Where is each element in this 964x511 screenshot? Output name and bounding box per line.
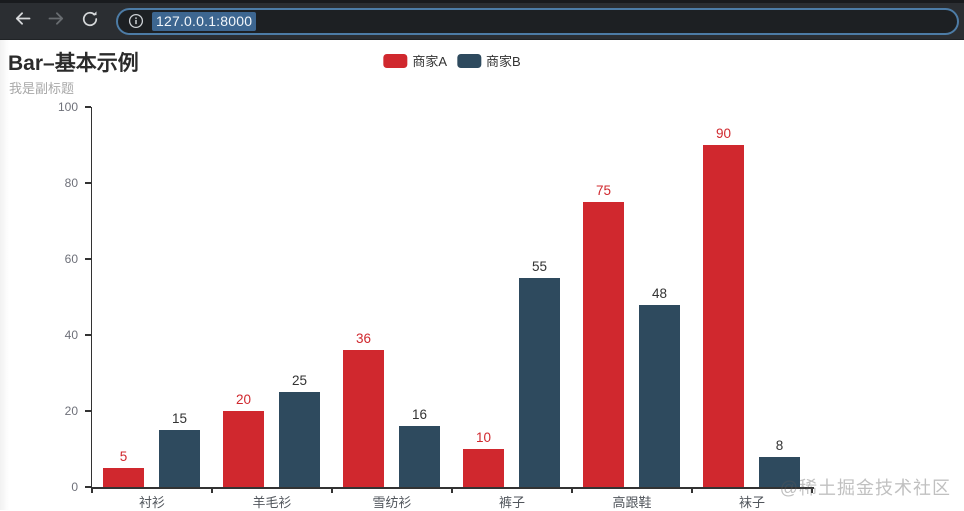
x-axis-tick: [571, 487, 573, 493]
bar-value-label: 90: [715, 126, 732, 141]
y-axis-label: 0: [71, 480, 78, 494]
bar-商家B-雪纺衫: [399, 426, 440, 487]
bar-value-label: 48: [651, 285, 668, 301]
bar-商家A-雪纺衫: [343, 350, 384, 487]
bar-value-label: 75: [595, 183, 612, 198]
reload-button[interactable]: [76, 7, 104, 35]
bar-value-label: 25: [291, 373, 308, 388]
bar-商家A-高跟鞋: [583, 202, 624, 487]
bar-value-label: 5: [119, 449, 128, 464]
y-axis-label: 60: [64, 252, 78, 266]
site-info-icon[interactable]: [128, 13, 144, 29]
bar-商家B-羊毛衫: [279, 392, 320, 487]
x-category-label: 羊毛衫: [252, 495, 292, 510]
page-content: Bar–基本示例 我是副标题 商家A 商家B 0 20 40 60 80 100 衬衫 羊毛衫 雪…: [0, 40, 964, 510]
x-axis-tick: [91, 487, 93, 493]
legend-item-商家B[interactable]: 商家B: [457, 51, 521, 70]
chart-subtitle: 我是副标题: [9, 81, 75, 96]
bar-商家B-衬衫: [159, 430, 200, 487]
x-category-label: 衬衫: [138, 495, 165, 510]
y-axis-tick: [84, 106, 91, 108]
bar-商家B-裤子: [519, 278, 560, 487]
y-axis-label: 20: [64, 404, 78, 418]
legend-swatch-icon: [383, 53, 408, 68]
bar-value-label: 10: [475, 430, 492, 445]
y-axis-tick: [84, 410, 91, 412]
back-button[interactable]: [8, 7, 36, 35]
watermark: @稀土掘金技术社区: [779, 478, 951, 498]
x-category-label: 高跟鞋: [612, 495, 652, 510]
x-category-label: 雪纺衫: [372, 495, 412, 510]
bar-商家A-羊毛衫: [223, 411, 264, 487]
x-axis-line: [92, 487, 814, 489]
reload-icon: [80, 9, 100, 34]
address-bar[interactable]: 127.0.0.1:8000: [116, 7, 959, 35]
x-category-label: 裤子: [498, 495, 525, 510]
y-axis-label: 100: [57, 100, 78, 114]
legend-label: 商家B: [486, 54, 521, 69]
legend-label: 商家A: [412, 54, 447, 69]
chart-title: Bar–基本示例: [8, 52, 139, 75]
bar-value-label: 15: [171, 411, 188, 426]
x-category-label: 袜子: [738, 495, 765, 510]
bar-商家A-裤子: [463, 449, 504, 487]
y-axis-tick: [84, 334, 91, 336]
bar-value-label: 20: [235, 392, 252, 407]
bar-商家A-衬衫: [103, 468, 144, 487]
x-axis-tick: [211, 487, 213, 493]
back-arrow-icon: [12, 8, 33, 34]
chart-legend: 商家A 商家B: [383, 51, 521, 70]
bar-商家B-高跟鞋: [639, 304, 680, 487]
y-axis-label: 80: [64, 176, 78, 190]
url-text[interactable]: 127.0.0.1:8000: [152, 11, 257, 31]
forward-button[interactable]: [42, 7, 70, 35]
browser-toolbar: 127.0.0.1:8000: [0, 0, 964, 40]
legend-swatch-icon: [457, 53, 481, 68]
bar-商家A-袜子: [703, 145, 744, 487]
x-axis-tick: [331, 487, 333, 493]
y-axis-line: [90, 107, 92, 487]
x-axis-tick: [691, 487, 693, 493]
bar-value-label: 16: [411, 407, 428, 423]
bar-value-label: 8: [775, 437, 784, 453]
bar-value-label: 55: [531, 259, 548, 274]
x-axis-tick: [811, 487, 813, 493]
legend-item-商家A[interactable]: 商家A: [383, 51, 447, 70]
forward-arrow-icon: [46, 8, 67, 34]
x-axis-tick: [451, 487, 453, 493]
y-axis-label: 40: [64, 328, 78, 342]
y-axis-tick: [84, 258, 91, 260]
y-axis-tick: [84, 486, 91, 488]
bar-商家B-袜子: [759, 456, 800, 487]
y-axis-tick: [84, 182, 91, 184]
bar-value-label: 36: [355, 331, 372, 347]
